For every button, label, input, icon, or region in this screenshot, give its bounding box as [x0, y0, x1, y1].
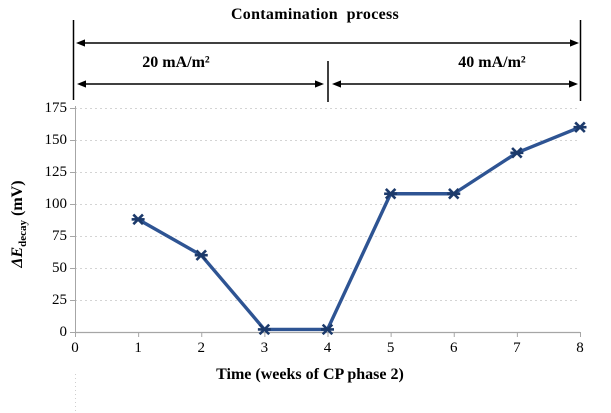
- annotation-current-40: 40 mA/m²: [458, 54, 526, 71]
- arrowhead: [569, 80, 578, 88]
- y-tick-label: 175: [44, 99, 68, 116]
- data-marker: [384, 188, 398, 200]
- y-axis-title: ΔEdecay (mV): [9, 180, 29, 267]
- marker-stroke: [321, 323, 334, 336]
- y-tick-label: 25: [52, 291, 67, 308]
- x-tick-label: 7: [513, 340, 521, 356]
- x-tick-label: 0: [71, 340, 79, 356]
- data-marker: [321, 323, 334, 336]
- marker-stroke: [511, 147, 523, 159]
- x-tick-label: 3: [260, 340, 269, 356]
- data-marker: [447, 188, 461, 200]
- data-marker: [194, 249, 208, 261]
- marker-stroke: [448, 188, 460, 200]
- x-tick-label: 8: [576, 340, 584, 356]
- annotation-current-20: 20 mA/m²: [142, 54, 210, 71]
- arrowhead: [332, 80, 341, 88]
- x-tick-label: 1: [134, 340, 142, 356]
- annotation-title: Contamination process: [230, 6, 400, 23]
- y-tick-label: 125: [44, 163, 68, 180]
- marker-stroke: [258, 323, 271, 336]
- arrowhead: [570, 39, 579, 47]
- data-marker: [510, 147, 524, 159]
- x-tick-label: 6: [450, 340, 458, 356]
- y-tick-label: 100: [44, 195, 68, 212]
- data-marker: [257, 323, 271, 336]
- marker-stroke: [195, 249, 207, 261]
- marker-stroke: [384, 188, 397, 200]
- marker-stroke: [574, 121, 586, 133]
- data-marker: [131, 213, 145, 226]
- x-axis-title: Time (weeks of CP phase 2): [216, 366, 404, 383]
- y-tick-label: 75: [52, 227, 67, 244]
- data-marker: [573, 121, 587, 133]
- y-tick-label: 50: [52, 259, 67, 276]
- data-line: [136, 125, 582, 332]
- x-tick-label: 2: [197, 340, 206, 356]
- y-tick-label: 0: [59, 323, 68, 340]
- x-tick-label: 5: [386, 340, 395, 356]
- x-tick-label: 4: [323, 340, 332, 356]
- arrowhead: [76, 39, 85, 47]
- arrowhead: [77, 80, 86, 88]
- marker-stroke: [132, 213, 144, 226]
- arrowhead: [315, 80, 324, 88]
- y-tick-label: 150: [44, 131, 68, 148]
